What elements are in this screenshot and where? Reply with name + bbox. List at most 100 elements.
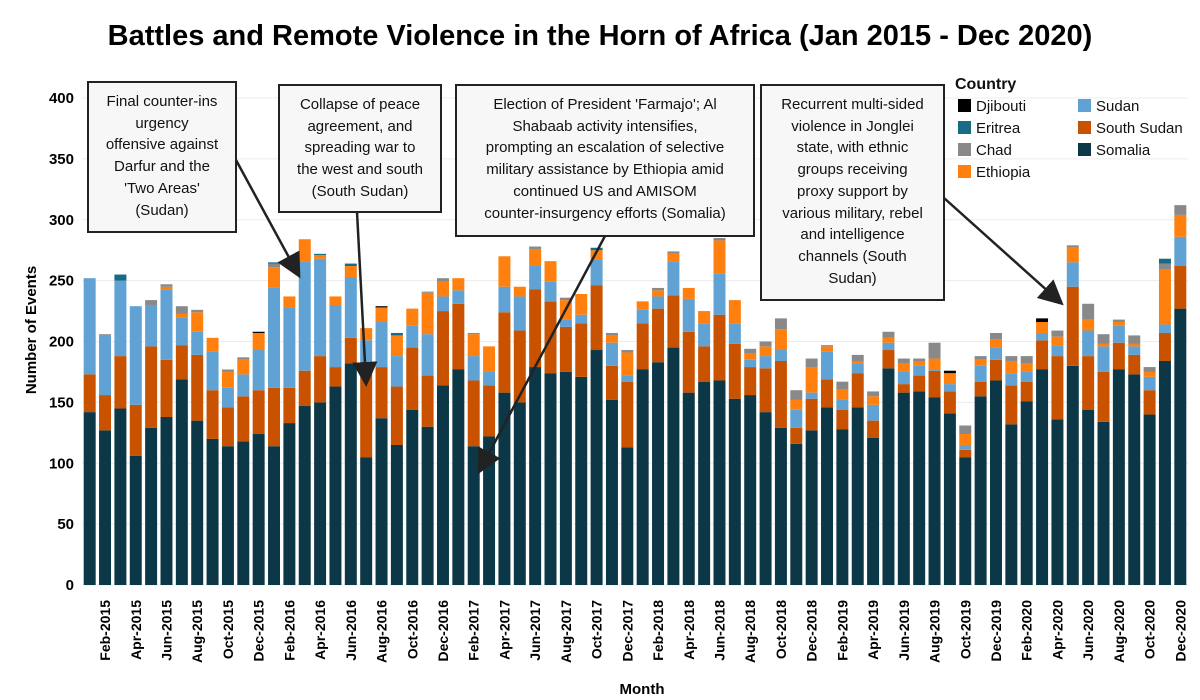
bar-segment-somalia <box>1066 365 1079 585</box>
bar-segment-chad <box>421 291 434 293</box>
bar-segment-south-sudan <box>1112 342 1125 370</box>
bar-segment-somalia <box>667 347 680 585</box>
bar-segment-south-sudan <box>713 314 726 381</box>
annotation-arrow <box>943 197 1064 306</box>
bar-segment-sudan <box>636 309 649 324</box>
bar-segment-sudan <box>959 444 972 450</box>
bar-segment-south-sudan <box>698 346 711 382</box>
bar-segment-chad <box>436 278 449 282</box>
bar-segment-somalia <box>529 367 542 585</box>
legend-swatch <box>958 143 971 156</box>
bar-segment-chad <box>882 331 895 338</box>
bar-segment-south-sudan <box>406 347 419 410</box>
bar-segment-sudan <box>175 317 188 346</box>
bar-segment-somalia <box>83 412 96 585</box>
bar-segment-somalia <box>483 436 496 585</box>
bar-segment-ethiopia <box>821 346 834 352</box>
x-tick-label: Apr-2015 <box>128 600 144 660</box>
x-tick-label: Jun-2019 <box>896 600 912 661</box>
bar-segment-somalia <box>421 426 434 585</box>
bar-segment-sudan <box>268 287 281 388</box>
bar-segment-somalia <box>344 363 357 585</box>
annotation-line: Final counter-ins <box>106 93 218 110</box>
bar-segment-somalia <box>114 408 127 585</box>
bar-segment-ethiopia <box>1128 343 1141 347</box>
bar-segment-chad <box>221 369 234 372</box>
annotation-line: Shabaab activity intensifies, <box>512 117 698 135</box>
bar-segment-chad <box>851 354 864 361</box>
bar-segment-ethiopia <box>1020 363 1033 372</box>
bar-segment-sudan <box>652 296 665 309</box>
bar-segment-ethiopia <box>467 334 480 357</box>
bar-segment-ethiopia <box>805 367 818 393</box>
legend-item: Djibouti <box>958 98 1026 115</box>
bar-segment-sudan <box>913 365 926 376</box>
legend-item: South Sudan <box>1078 120 1183 137</box>
bar-segment-somalia <box>1036 369 1049 585</box>
bar-segment-chad <box>1051 330 1064 337</box>
x-tick-label: Jun-2020 <box>1080 600 1096 661</box>
legend-swatch <box>1078 121 1091 134</box>
bar-segment-ethiopia <box>1066 247 1079 263</box>
bar-segment-sudan <box>298 261 311 371</box>
bar-segment-chad <box>605 332 618 336</box>
bar-segment-south-sudan <box>268 387 281 447</box>
bar-segment-eritrea <box>344 263 357 267</box>
bar-segment-somalia <box>805 430 818 585</box>
bar-segment-south-sudan <box>821 379 834 408</box>
bar-segment-ethiopia <box>851 360 864 364</box>
bar-segment-chad <box>175 306 188 314</box>
bar-segment-somalia <box>1128 374 1141 585</box>
bar-segment-chad <box>1097 334 1110 344</box>
bar-segment-chad <box>1128 335 1141 344</box>
bar-segment-south-sudan <box>759 368 772 413</box>
bar-segment-south-sudan <box>314 356 327 403</box>
bar-segment-south-sudan <box>221 407 234 447</box>
bar-segment-sudan <box>1051 345 1064 357</box>
bar-segment-ethiopia <box>375 307 388 323</box>
x-tick-label: Oct-2019 <box>957 600 973 659</box>
bar-segment-ethiopia <box>221 371 234 388</box>
bar-segment-south-sudan <box>252 390 265 435</box>
annotation-box: Final counter-ins urgency offensive agains… <box>87 81 237 233</box>
bar-segment-south-sudan <box>621 381 634 448</box>
bar-segment-south-sudan <box>298 370 311 407</box>
bar-segment-south-sudan <box>928 370 941 398</box>
bar-segment-ethiopia <box>268 267 281 288</box>
bar-segment-somalia <box>99 430 112 585</box>
bar-segment-ethiopia <box>1174 214 1187 237</box>
bar-segment-south-sudan <box>774 360 787 428</box>
bar-segment-sudan <box>974 365 987 382</box>
bar-segment-somalia <box>360 457 373 585</box>
bar-segment-sudan <box>129 306 142 405</box>
bar-segment-south-sudan <box>421 375 434 427</box>
bar-segment-somalia <box>989 380 1002 585</box>
bar-segment-chad <box>1082 303 1095 320</box>
bar-segment-sudan <box>1143 376 1156 391</box>
bar-segment-sudan <box>897 371 910 385</box>
bar-segment-ethiopia <box>206 337 219 352</box>
bar-segment-eritrea <box>314 253 327 256</box>
bar-segment-djibouti <box>943 370 956 374</box>
annotation-arrow <box>234 159 301 279</box>
x-tick-label: Aug-2017 <box>558 600 574 663</box>
bar-segment-ethiopia <box>974 359 987 366</box>
bar-segment-somalia <box>298 406 311 585</box>
bar-segment-ethiopia <box>252 332 265 351</box>
bar-segment-sudan <box>1005 373 1018 386</box>
legend-label: Sudan <box>1096 98 1140 115</box>
bar-segment-sudan <box>836 399 849 410</box>
annotation-line: (Sudan) <box>135 201 189 219</box>
annotation-line: Darfur and the <box>114 158 210 176</box>
bar-segment-south-sudan <box>897 384 910 393</box>
bar-segment-eritrea <box>114 274 127 281</box>
bar-segment-chad <box>145 300 158 305</box>
bar-segment-chad <box>1005 356 1018 361</box>
bar-segment-somalia <box>713 380 726 585</box>
annotation-line: Collapse of peace <box>299 96 421 113</box>
bar-segment-sudan <box>1128 346 1141 355</box>
annotation-line: prompting an escalation of selective <box>485 139 725 157</box>
legend-label: South Sudan <box>1096 120 1183 137</box>
bar-segment-sudan <box>621 375 634 382</box>
bar-segment-somalia <box>605 399 618 585</box>
